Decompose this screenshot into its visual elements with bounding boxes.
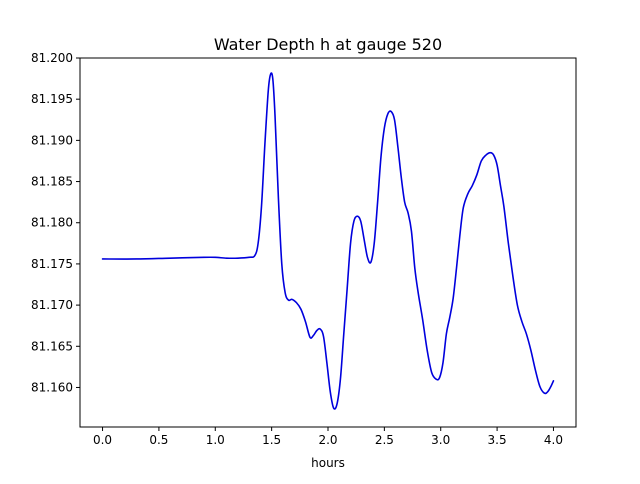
- plot-frame: [79, 57, 577, 428]
- x-tick-label: 3.0: [431, 433, 450, 447]
- x-tick-label: 2.0: [318, 433, 337, 447]
- y-tick-label: 81.165: [31, 339, 73, 353]
- y-tick-label: 81.185: [31, 175, 73, 189]
- y-tick-label: 81.200: [31, 51, 73, 65]
- x-axis-label: hours: [311, 456, 345, 470]
- y-tick-label: 81.160: [31, 380, 73, 394]
- x-tick-label: 0.5: [149, 433, 168, 447]
- axis-ticks: 0.0 0.5 1.0 1.5 2.0 2.5 3.0 3.5 4.0 81.160 81.165 8…: [31, 51, 563, 447]
- series-layer: [101, 72, 555, 410]
- x-tick-label: 4.0: [544, 433, 563, 447]
- y-tick-label: 81.190: [31, 133, 73, 147]
- x-tick-label: 2.5: [375, 433, 394, 447]
- x-tick-label: 0.0: [93, 433, 112, 447]
- y-tick-label: 81.180: [31, 216, 73, 230]
- x-tick-label: 3.5: [488, 433, 507, 447]
- y-tick-label: 81.195: [31, 92, 73, 106]
- y-tick-label: 81.170: [31, 298, 73, 312]
- chart-title: Water Depth h at gauge 520: [214, 35, 442, 54]
- x-tick-label: 1.0: [206, 433, 225, 447]
- series-line: [101, 72, 555, 410]
- x-tick-label: 1.5: [262, 433, 281, 447]
- y-tick-label: 81.175: [31, 257, 73, 271]
